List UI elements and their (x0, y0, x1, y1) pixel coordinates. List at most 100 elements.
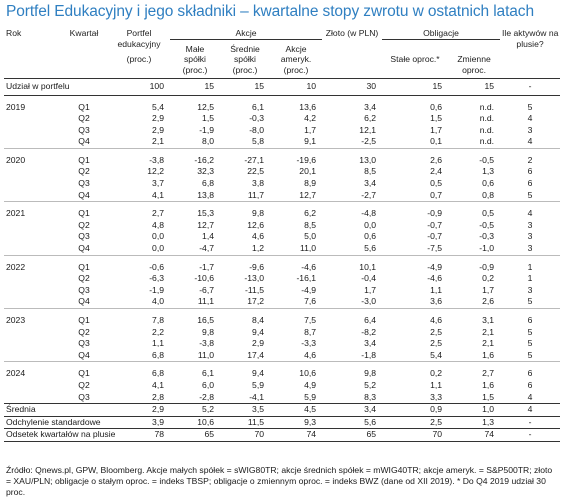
quarter-cell: Q3 (78, 391, 90, 402)
value-cell: -1,9 (199, 124, 214, 135)
value-cell: -1,7 (199, 261, 214, 272)
value-cell: 3,6 (430, 296, 443, 307)
value-cell: 0,6 (430, 101, 443, 112)
table-row: Q2 4,1 6,0 5,9 4,9 5,2 1,1 1,6 6 (4, 380, 560, 392)
quarter-cell: Q4 (78, 243, 90, 254)
summary-label: Średnia (4, 403, 108, 417)
value-cell: 8,5 (364, 166, 377, 177)
table-body: Udział w portfelu 100 15 15 10 30 15 15-2019 Q1 5… (4, 78, 561, 442)
table-row: Q3 1,1 -3,8 2,9 -3,3 3,4 2,5 2,1 5 (4, 338, 560, 350)
value-cell: 11,0 (299, 243, 317, 254)
value-cell: 0,7 (430, 189, 443, 200)
summary-value: 74 (270, 428, 323, 442)
value-cell: -3,8 (199, 338, 214, 349)
returns-table-wrapper: Rok Kwartał Portfel Akcje Złoto (w PLN) … (4, 28, 561, 442)
header-row-1: Rok Kwartał Portfel Akcje Złoto (w PLN) … (4, 28, 560, 40)
value-cell: 2,5 (430, 326, 443, 337)
value-cell: 11,7 (247, 189, 264, 200)
value-cell: 16,5 (197, 315, 214, 325)
quarter-cell: Q3 (78, 124, 90, 135)
year-cell: 2023 (6, 315, 26, 325)
header-srednie-1: Średnie (230, 43, 260, 54)
summary-value: 70 (382, 428, 449, 442)
value-cell: 2,1 (482, 338, 495, 349)
value-cell: -19,6 (296, 154, 317, 165)
source-footnote: Źródło: Qnews.pl, GPW, Bloomberg. Akcje … (6, 465, 553, 497)
value-cell: 12,6 (247, 219, 264, 230)
table-row: 2024 Q1 6,8 6,1 9,4 10,6 9,8 0,2 2,7 6 (4, 368, 560, 380)
value-cell: -2,8 (199, 391, 214, 402)
value-cell: 22,5 (247, 166, 264, 177)
summary-value: 4 (500, 403, 561, 417)
value-cell: n.d. (479, 113, 495, 124)
summary-value: 9,3 (270, 415, 323, 429)
value-cell: -4,1 (249, 391, 264, 402)
udzial-value: 15 (170, 78, 220, 96)
value-cell: -0,9 (427, 208, 443, 219)
value-cell: 4 (527, 113, 533, 124)
summary-value: 4,5 (270, 403, 323, 417)
value-cell: 2,8 (152, 391, 164, 402)
value-cell: -3,8 (149, 154, 164, 165)
quarter-cell: Q4 (78, 189, 90, 200)
value-cell: 6,2 (364, 113, 377, 124)
header-rok: Rok (6, 28, 22, 38)
value-cell: 9,8 (364, 368, 377, 379)
quarter-cell: Q1 (78, 101, 90, 112)
summary-value: 5,2 (170, 403, 220, 417)
header-portfel-3: (proc.) (126, 54, 152, 64)
value-cell: 5,8 (252, 136, 264, 147)
summary-value: 3,5 (220, 403, 270, 417)
year-cell (4, 190, 60, 202)
value-cell: -0,5 (479, 154, 495, 165)
value-cell: 0,0 (152, 243, 164, 254)
value-cell: 1,6 (482, 379, 495, 390)
value-cell: 6 (527, 315, 533, 325)
value-cell: -4,6 (301, 261, 317, 272)
value-cell: 8,0 (202, 136, 214, 147)
year-cell (4, 125, 60, 137)
value-cell: 6,2 (304, 208, 317, 219)
value-cell: 5 (527, 101, 533, 112)
value-cell: 5,9 (304, 391, 317, 402)
header-ameryk-3: (proc.) (270, 64, 323, 79)
value-cell: 6 (527, 368, 533, 379)
value-cell: 3,3 (430, 391, 443, 402)
table-row: Q4 4,0 11,1 17,2 7,6 -3,0 3,6 2,6 5 (4, 296, 560, 308)
header-male-2: spółki (184, 54, 206, 64)
value-cell: 9,4 (252, 368, 264, 379)
value-cell: 3 (527, 284, 533, 295)
value-cell: 12,2 (147, 166, 164, 177)
value-cell: 5,4 (152, 101, 164, 112)
value-cell: 5 (527, 326, 533, 337)
header-plus-1: Ile aktywów na (502, 28, 559, 38)
value-cell: 8,5 (304, 219, 317, 230)
table-row: Q3 0,0 1,4 4,6 5,0 0,6 -0,7 -0,3 3 (4, 231, 560, 243)
year-cell (4, 350, 60, 362)
quarter-cell: Q3 (78, 178, 90, 189)
quarter-cell: Q1 (78, 315, 90, 325)
value-cell: 0,5 (430, 178, 443, 189)
value-cell: -4,6 (427, 273, 443, 284)
value-cell: 6,4 (364, 315, 377, 325)
header-row-3: (proc.) spółki spółki ameryk. Stałe opro… (4, 54, 560, 65)
value-cell: 11,0 (197, 349, 214, 360)
value-cell: 13,0 (359, 154, 377, 165)
value-cell: 0,6 (364, 231, 377, 242)
year-cell: 2022 (6, 261, 26, 272)
value-cell: 1,5 (482, 391, 495, 402)
year-cell (4, 136, 60, 148)
value-cell: 10,1 (359, 261, 377, 272)
summary-value: 78 (108, 428, 170, 442)
quarter-cell: Q2 (78, 219, 90, 230)
header-male-1: Małe (185, 43, 205, 54)
value-cell: 2,6 (482, 296, 495, 307)
summary-value: 2,9 (108, 403, 170, 417)
value-cell: 6 (527, 166, 533, 177)
value-cell: 1,2 (252, 243, 264, 254)
table-row: Q4 4,1 13,8 11,7 12,7 -2,7 0,7 0,8 5 (4, 190, 560, 202)
table-row: 2021 Q1 2,7 15,3 9,8 6,2 -4,8 -0,9 0,5 4 (4, 208, 560, 220)
table-row: Q2 2,2 9,8 9,4 8,7 -8,2 2,5 2,1 5 (4, 327, 560, 339)
year-cell (4, 380, 60, 392)
value-cell: 6,8 (152, 368, 164, 379)
